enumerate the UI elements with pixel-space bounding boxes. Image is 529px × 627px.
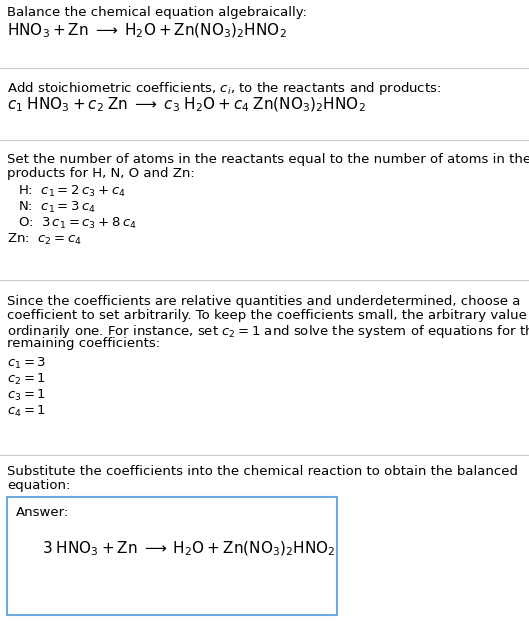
Text: Substitute the coefficients into the chemical reaction to obtain the balanced: Substitute the coefficients into the che… (7, 465, 518, 478)
Text: Balance the chemical equation algebraically:: Balance the chemical equation algebraica… (7, 6, 307, 19)
FancyBboxPatch shape (7, 497, 337, 615)
Text: remaining coefficients:: remaining coefficients: (7, 337, 160, 350)
Text: N:  $c_1 = 3\,c_4$: N: $c_1 = 3\,c_4$ (18, 200, 96, 215)
Text: H:  $c_1 = 2\,c_3 + c_4$: H: $c_1 = 2\,c_3 + c_4$ (18, 184, 126, 199)
Text: $3\;\mathrm{HNO_3} + \mathrm{Zn} \;\longrightarrow\; \mathrm{H_2O} + \mathrm{Zn(: $3\;\mathrm{HNO_3} + \mathrm{Zn} \;\long… (42, 540, 335, 559)
Text: Set the number of atoms in the reactants equal to the number of atoms in the: Set the number of atoms in the reactants… (7, 153, 529, 166)
Text: Zn:  $c_2 = c_4$: Zn: $c_2 = c_4$ (7, 232, 82, 247)
Text: $\mathrm{HNO_3 + Zn \;\longrightarrow\; H_2O + Zn(NO_3)_2HNO_2}$: $\mathrm{HNO_3 + Zn \;\longrightarrow\; … (7, 22, 287, 40)
Text: O:  $3\,c_1 = c_3 + 8\,c_4$: O: $3\,c_1 = c_3 + 8\,c_4$ (18, 216, 136, 231)
Text: $c_4 = 1$: $c_4 = 1$ (7, 404, 46, 419)
Text: products for H, N, O and Zn:: products for H, N, O and Zn: (7, 167, 195, 180)
Text: ordinarily one. For instance, set $c_2 = 1$ and solve the system of equations fo: ordinarily one. For instance, set $c_2 =… (7, 323, 529, 340)
Text: $c_3 = 1$: $c_3 = 1$ (7, 388, 46, 403)
Text: Since the coefficients are relative quantities and underdetermined, choose a: Since the coefficients are relative quan… (7, 295, 521, 308)
Text: Answer:: Answer: (16, 506, 69, 519)
Text: $c_1\;\mathrm{HNO_3} + c_2\;\mathrm{Zn} \;\longrightarrow\; c_3\;\mathrm{H_2O} +: $c_1\;\mathrm{HNO_3} + c_2\;\mathrm{Zn} … (7, 96, 366, 114)
Text: coefficient to set arbitrarily. To keep the coefficients small, the arbitrary va: coefficient to set arbitrarily. To keep … (7, 309, 529, 322)
Text: equation:: equation: (7, 479, 70, 492)
Text: $c_1 = 3$: $c_1 = 3$ (7, 356, 46, 371)
Text: Add stoichiometric coefficients, $c_i$, to the reactants and products:: Add stoichiometric coefficients, $c_i$, … (7, 80, 441, 97)
Text: $c_2 = 1$: $c_2 = 1$ (7, 372, 46, 387)
